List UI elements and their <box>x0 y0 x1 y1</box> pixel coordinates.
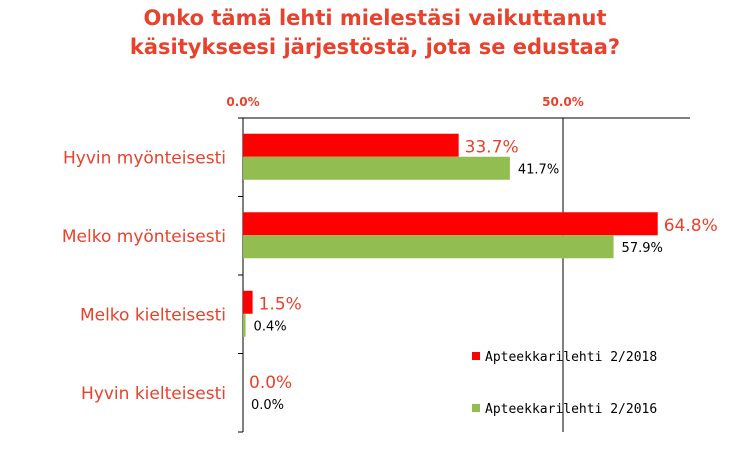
x-tick-label: 0.0% <box>226 95 259 109</box>
chart-title-line-2: käsitykseesi järjestöstä, jota se edusta… <box>129 35 621 59</box>
legend-label-2018: Apteekkarilehti 2/2018 <box>485 350 657 365</box>
category-label: Hyvin kielteisesti <box>81 384 226 404</box>
data-label-2018: 64.8% <box>664 216 718 236</box>
chart-title: Onko tämä lehti mielestäsi vaikuttanut k… <box>0 4 750 62</box>
legend-swatch-2018 <box>472 352 480 360</box>
bar-2016 <box>243 235 614 259</box>
bar-2018 <box>243 212 658 236</box>
category-label: Hyvin myönteisesti <box>63 148 226 168</box>
x-tick-label: 50.0% <box>542 95 584 109</box>
legend-label-2016: Apteekkarilehti 2/2016 <box>485 402 657 417</box>
data-label-2016: 0.4% <box>254 319 287 334</box>
chart-title-line-1: Onko tämä lehti mielestäsi vaikuttanut <box>143 6 607 30</box>
data-label-2016: 41.7% <box>518 162 559 177</box>
bar-2018 <box>243 290 253 314</box>
bar-2018 <box>243 133 459 157</box>
bar-2016 <box>243 313 246 337</box>
legend-swatch-2016 <box>472 404 480 412</box>
data-label-2018: 0.0% <box>249 373 292 393</box>
data-label-2016: 0.0% <box>251 398 284 413</box>
bar-2016 <box>243 156 510 180</box>
data-label-2016: 57.9% <box>622 241 663 256</box>
category-label: Melko kielteisesti <box>80 305 226 325</box>
data-label-2018: 1.5% <box>259 294 302 314</box>
category-label: Melko myönteisesti <box>62 227 226 247</box>
data-label-2018: 33.7% <box>465 137 519 157</box>
